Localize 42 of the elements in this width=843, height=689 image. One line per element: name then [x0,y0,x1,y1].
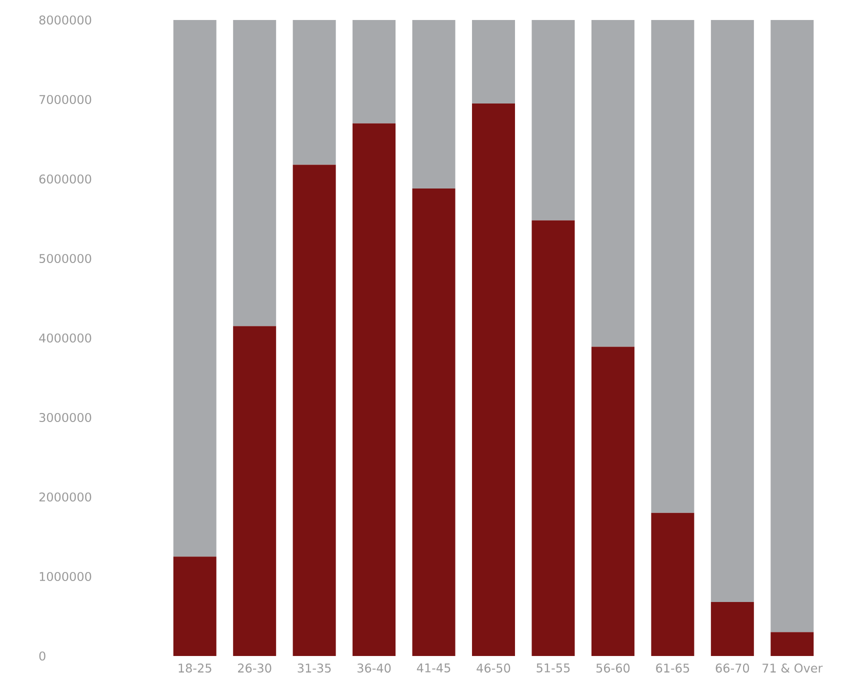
x-tick-label: 46-50 [476,664,510,673]
bar [352,123,396,656]
bar [770,632,814,656]
x-tick-label: 18-25 [178,664,212,673]
x-tick-label: 61-65 [656,664,690,673]
bar [651,20,694,513]
bar [352,20,396,124]
bar [233,326,276,656]
bar [710,20,754,602]
bar [233,20,276,326]
y-tick-label: 5000000 [39,254,92,264]
x-tick-label: 51-55 [536,664,570,672]
y-tick-label: 1000000 [40,572,92,582]
bar [591,20,634,347]
bar [292,164,336,656]
y-tick-label: 3000000 [39,412,92,422]
x-tick-label: 26-30 [238,664,272,673]
bar [173,556,216,656]
bar [292,20,336,165]
bar [770,20,814,632]
x-tick-label: 56-60 [596,664,630,673]
y-tick-label: 4000000 [39,333,92,343]
y-tick-label: 6000000 [39,174,92,184]
y-tick-label: 7000000 [40,94,92,104]
y-tick-label: 2000000 [39,492,92,502]
bar [651,512,694,656]
x-tick-label: 71 & Over [762,664,823,673]
bar [710,602,754,656]
bar [472,20,516,104]
y-tick-label: 0 [39,651,46,661]
bar [532,20,575,220]
bar [591,346,634,656]
y-tick-label: 8000000 [39,15,92,25]
bar [173,20,216,557]
x-tick-label: 41-45 [416,664,450,672]
x-tick-label: 66-70 [716,664,750,673]
x-tick-label: 31-35 [298,664,331,673]
bar [532,220,575,656]
bar [472,103,516,656]
bar [412,188,456,656]
bar [412,20,456,189]
x-tick-label: 36-40 [358,664,391,673]
